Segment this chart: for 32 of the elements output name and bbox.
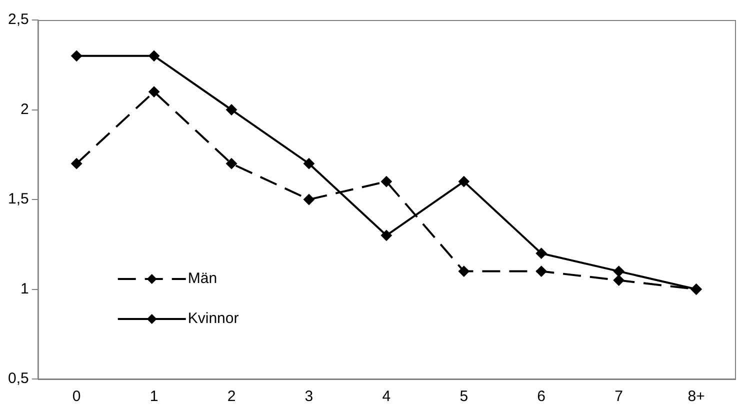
x-tick-label: 5	[460, 388, 468, 406]
point	[380, 230, 392, 241]
y-tick-label: 1	[20, 280, 29, 298]
x-tick-label: 1	[150, 388, 158, 406]
point	[226, 104, 238, 116]
point	[148, 86, 160, 98]
point	[71, 50, 82, 62]
x-tick-label: 3	[304, 388, 314, 406]
x-tick-label: 2	[227, 388, 236, 406]
point	[148, 50, 160, 62]
x-tick-label: 6	[537, 388, 546, 406]
point	[71, 158, 82, 170]
x-tick-label: 7	[614, 388, 623, 406]
point	[458, 266, 470, 277]
point	[536, 248, 547, 259]
legend-label: Kvinnor	[188, 310, 239, 328]
y-tick-label: 2	[20, 100, 29, 118]
x-tick-label: 4	[382, 388, 391, 406]
point	[613, 274, 624, 286]
point	[458, 176, 470, 188]
point	[536, 266, 547, 277]
y-tick-label: 2,5	[8, 11, 29, 28]
point	[226, 158, 238, 170]
point	[613, 266, 624, 277]
point	[380, 176, 392, 188]
y-tick-label: 0,5	[8, 370, 29, 388]
legend-label: Män	[188, 270, 218, 288]
y-tick-label: 1,5	[8, 190, 29, 208]
x-tick-label: 8+	[688, 388, 706, 406]
point	[303, 194, 314, 205]
point	[303, 158, 314, 170]
x-tick-label: 0	[72, 388, 81, 406]
